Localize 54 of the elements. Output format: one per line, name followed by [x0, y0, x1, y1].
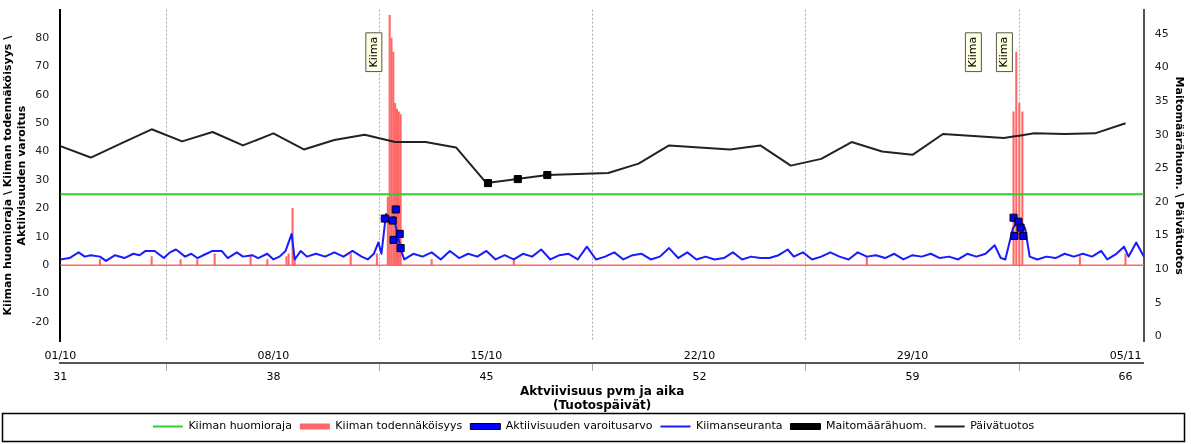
x2-tick-label: 01/10	[44, 349, 77, 363]
y2-tick-label: 10	[1154, 262, 1169, 276]
y2-tick-label: 0	[1154, 329, 1162, 343]
y-tick-label: 80	[35, 30, 50, 44]
y-tick-label: -10	[31, 286, 50, 300]
annotation: Kiima	[966, 36, 980, 68]
x-tick-label: 52	[692, 370, 707, 384]
x2-tick-label: 15/10	[470, 349, 503, 363]
point	[1019, 231, 1028, 240]
point	[389, 235, 398, 244]
x-tick-label: 38	[266, 370, 281, 384]
y2-tick-label: 40	[1154, 60, 1169, 74]
y-tick-label: -20	[31, 314, 50, 328]
y-tick-label: 50	[35, 116, 50, 130]
y-tick-label: 30	[35, 172, 50, 186]
annotation: Kiima	[997, 36, 1011, 68]
point	[1016, 223, 1025, 232]
point	[1010, 231, 1019, 240]
x-tick-label: 31	[53, 370, 68, 384]
y2-tick-label: 35	[1154, 93, 1169, 107]
point	[388, 216, 397, 225]
legend-label: Päivätuotos	[970, 419, 1035, 433]
x-tick-label: 66	[1118, 370, 1133, 384]
y-axis-title: Kiiman huomioraja \ Kiiman todennäköisyys \ Aktiivisuuden varoitus	[1, 34, 28, 316]
y-tick-label: 60	[35, 87, 50, 101]
x-axis-title: Aktviivisuus pvm ja aika (Tuotospäivät)	[519, 383, 685, 412]
y-tick-label: 20	[35, 201, 50, 215]
x-tick-label: 59	[905, 370, 920, 384]
point	[391, 205, 400, 214]
legend-label: Maitomäärähuom.	[825, 419, 927, 433]
y-tick-label: 40	[35, 144, 50, 158]
y2-tick-label: 5	[1154, 295, 1162, 309]
y2-tick-label: 30	[1154, 127, 1169, 141]
point	[380, 214, 389, 223]
y-tick-label: 70	[35, 59, 50, 73]
point	[395, 229, 404, 238]
y-tick-label: 10	[35, 229, 50, 243]
y2-tick-label: 15	[1154, 228, 1169, 242]
annotation: Kiima	[366, 36, 380, 68]
x-tick-label: 45	[479, 370, 494, 384]
x2-tick-label: 29/10	[896, 349, 929, 363]
legend-label: Aktiivisuuden varoitusarvo	[505, 419, 653, 433]
legend-label: Kiiman huomioraja	[188, 419, 292, 433]
legend-label: Kiimanseuranta	[695, 419, 783, 433]
x2-tick-label: 05/11	[1109, 349, 1142, 363]
y2-axis-title: Maitomäärähuom. \ Päivätuotos	[1172, 76, 1186, 276]
legend-label: Kiiman todennäköisyys	[335, 419, 463, 433]
point	[396, 244, 405, 253]
y2-tick-label: 45	[1154, 26, 1169, 40]
y2-tick-label: 20	[1154, 194, 1169, 208]
x2-tick-label: 22/10	[683, 349, 716, 363]
x2-tick-label: 08/10	[257, 349, 290, 363]
y2-tick-label: 25	[1154, 161, 1169, 175]
y-tick-label: 0	[42, 258, 50, 271]
